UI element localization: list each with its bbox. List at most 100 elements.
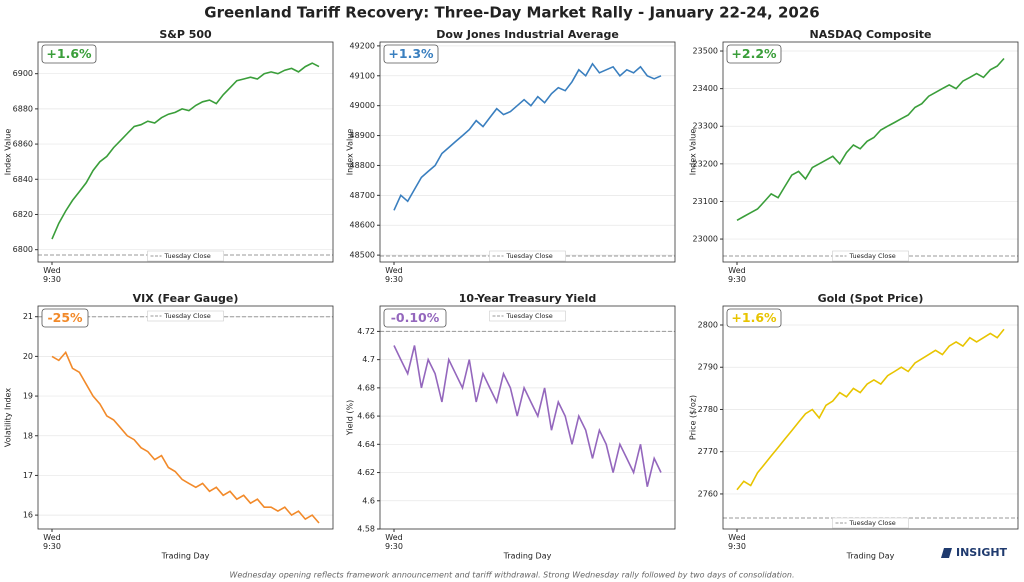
y-tick-label: 2800 — [698, 321, 718, 330]
series-line — [736, 328, 1005, 491]
y-tick-label: 6800 — [13, 245, 33, 254]
legend-label: Tuesday Close — [849, 252, 896, 260]
plot-area — [38, 42, 333, 262]
plot-area — [380, 306, 675, 529]
logo-text: INSIGHT — [956, 546, 1008, 559]
annotation: +1.3% — [388, 46, 434, 61]
plot-frame — [379, 41, 676, 263]
series-line — [51, 350, 320, 524]
y-axis-label: Index Value — [689, 129, 698, 176]
legend-box — [147, 310, 224, 322]
y-tick-label: 4.6 — [362, 496, 375, 505]
y-tick-label: 49200 — [350, 41, 375, 50]
y-tick-label: 21 — [23, 312, 33, 321]
series-line — [51, 62, 320, 240]
y-tick-label: 6900 — [13, 69, 33, 78]
subplot-title: Dow Jones Industrial Average — [436, 28, 619, 41]
y-tick-label: 16 — [23, 511, 33, 520]
x-tick-label: Wed 9:30 — [728, 533, 746, 551]
y-tick-label: 48500 — [350, 251, 375, 260]
y-tick-label: 4.62 — [357, 468, 375, 477]
annotation-box — [383, 308, 447, 328]
plot-area — [380, 42, 675, 262]
plot-frame — [722, 41, 1019, 263]
y-tick-label: 49100 — [350, 71, 375, 80]
annotation: +2.2% — [731, 46, 777, 61]
y-tick-label: 49000 — [350, 101, 375, 110]
figure-title: Greenland Tariff Recovery: Three-Day Mar… — [204, 4, 819, 22]
annotation-box — [726, 44, 782, 64]
y-tick-label: 2780 — [698, 405, 718, 414]
y-tick-label: 4.68 — [357, 383, 375, 392]
plot-frame — [37, 41, 334, 263]
annotation-box — [726, 308, 782, 328]
y-tick-label: 23500 — [693, 47, 718, 56]
series-line — [736, 57, 1005, 221]
y-tick-label: 6820 — [13, 210, 33, 219]
subplot-title: S&P 500 — [159, 28, 212, 41]
annotation: +1.6% — [46, 46, 92, 61]
subplot-title: Gold (Spot Price) — [818, 292, 924, 305]
subplot-title: 10-Year Treasury Yield — [459, 292, 597, 305]
subplot: 10-Year Treasury Yield 4.58 4.6 4.62 4.64 4.6… — [346, 292, 676, 561]
legend-label: Tuesday Close — [849, 519, 896, 527]
y-tick-label: 4.66 — [357, 412, 375, 421]
legend-box — [489, 250, 566, 262]
y-tick-label: 6840 — [13, 175, 33, 184]
y-axis-label: Index Value — [346, 129, 355, 176]
y-tick-label: 23000 — [693, 235, 718, 244]
logo: INSIGHT — [941, 546, 1008, 559]
x-axis-label: Trading Day — [846, 552, 895, 561]
y-tick-label: 23400 — [693, 84, 718, 93]
y-tick-label: 17 — [23, 471, 33, 480]
x-tick-label: Wed 9:30 — [43, 533, 61, 551]
series-line — [393, 345, 662, 487]
legend-box — [832, 517, 909, 529]
caption: Wednesday opening reflects framework ann… — [229, 571, 794, 580]
y-tick-label: 2790 — [698, 363, 718, 372]
y-tick-label: 23100 — [693, 197, 718, 206]
annotation: -0.10% — [391, 310, 440, 325]
y-axis-label: Price ($/oz) — [689, 395, 698, 440]
subplot-title: VIX (Fear Gauge) — [133, 292, 239, 305]
legend-label: Tuesday Close — [506, 312, 553, 320]
subplot: VIX (Fear Gauge) 16 17 18 19 20 21 Volatility I… — [4, 292, 334, 561]
annotation: -25% — [47, 310, 83, 325]
y-tick-label: 23200 — [693, 159, 718, 168]
legend-box — [147, 250, 224, 262]
y-axis-label: Index Value — [4, 129, 13, 176]
plot-area — [723, 306, 1018, 529]
subplot-title: NASDAQ Composite — [809, 28, 931, 41]
subplot: S&P 500 6800 6820 6840 6860 6880 6900 Index Val… — [4, 28, 334, 265]
annotation-box — [383, 44, 439, 64]
logo-mark — [941, 548, 954, 558]
y-tick-label: 4.58 — [357, 525, 375, 534]
y-tick-label: 2770 — [698, 447, 718, 456]
y-axis-label: Yield (%) — [346, 400, 355, 436]
y-tick-label: 48900 — [350, 131, 375, 140]
y-tick-label: 2760 — [698, 489, 718, 498]
y-tick-label: 20 — [23, 352, 33, 361]
subplot: Gold (Spot Price) 2760 2770 2780 2790 2800 Pri… — [689, 292, 1019, 561]
annotation-box — [41, 44, 97, 64]
plot-frame — [37, 305, 334, 530]
plot-frame — [379, 305, 676, 530]
y-tick-label: 6880 — [13, 104, 33, 113]
plot-area — [38, 306, 333, 529]
annotation-box — [41, 308, 89, 328]
series-line — [393, 62, 662, 211]
y-tick-label: 48700 — [350, 191, 375, 200]
y-tick-label: 23300 — [693, 122, 718, 131]
subplot: NASDAQ Composite 23000 23100 23200 23300 2340… — [689, 28, 1019, 265]
x-tick-label: Wed 9:30 — [385, 266, 403, 284]
subplot: Dow Jones Industrial Average 48500 48600 48… — [346, 28, 676, 265]
y-tick-label: 48800 — [350, 161, 375, 170]
legend-label: Tuesday Close — [164, 252, 211, 260]
x-axis-label: Trading Day — [503, 552, 552, 561]
y-tick-label: 19 — [23, 392, 33, 401]
plot-frame — [722, 305, 1019, 530]
legend-label: Tuesday Close — [164, 312, 211, 320]
y-tick-label: 4.64 — [357, 440, 375, 449]
